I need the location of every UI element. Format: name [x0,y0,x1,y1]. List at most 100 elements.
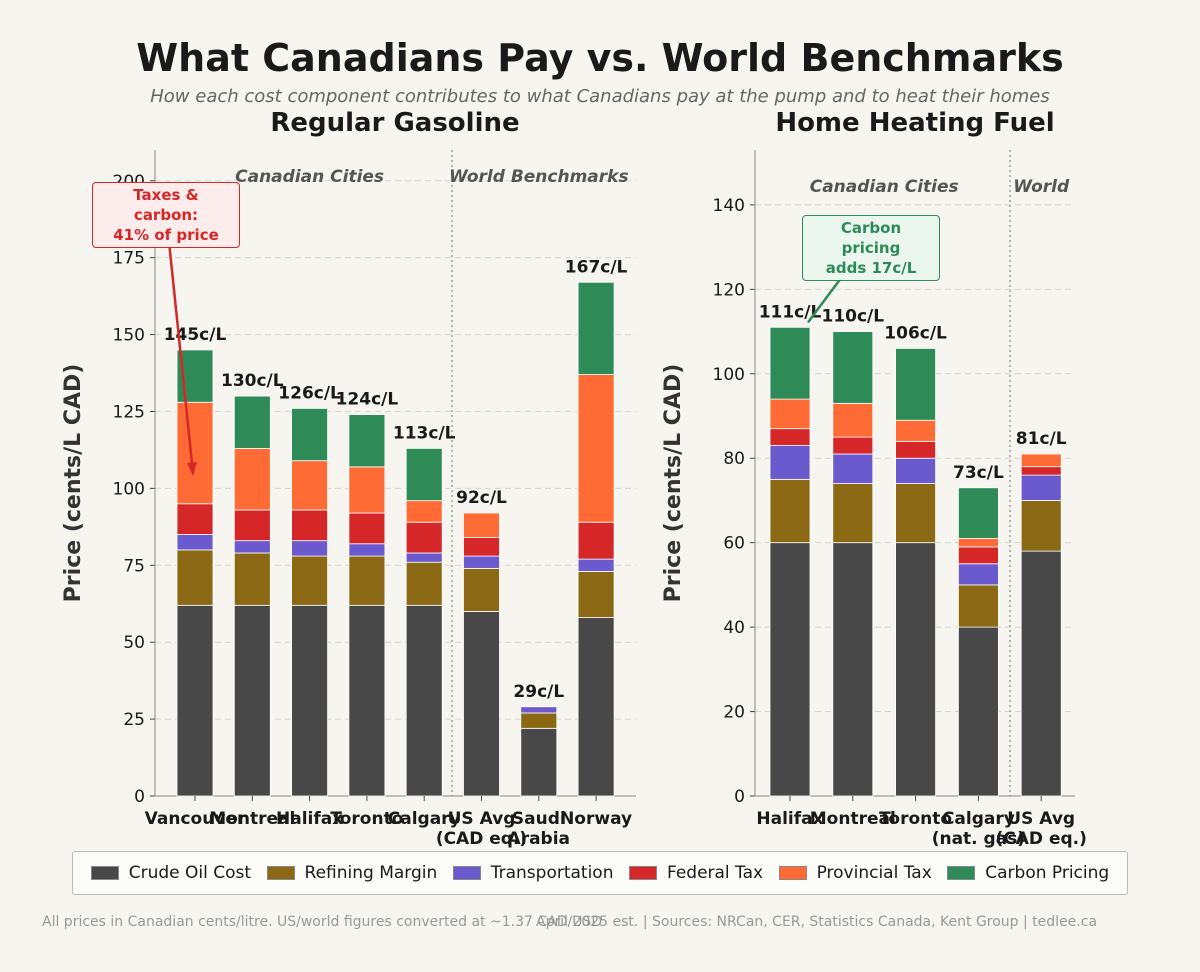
bar-segment [405,500,443,523]
legend-item: Refining Margin [266,863,438,883]
bar-segment [577,374,615,523]
bar-segment [1020,466,1062,476]
group-label: Canadian Cities [235,167,384,187]
legend-label: Provincial Tax [816,863,932,883]
x-tick-label: (CAD eq.) [436,829,527,849]
bar-segment [291,555,329,606]
bar-segment [958,563,999,586]
legend-label: Transportation [490,863,614,883]
y-tick-label: 175 [113,249,145,269]
x-tick-label: (CAD eq.) [996,829,1087,849]
bar-segment [1020,453,1062,468]
footer-note: All prices in Canadian cents/litre. US/w… [42,914,603,930]
bar-segment [895,483,936,544]
bar-segment [463,567,500,612]
legend-item: Carbon Pricing [947,863,1109,883]
bar-segment [463,555,500,569]
bar-segment [348,604,386,797]
legend-label: Carbon Pricing [985,863,1110,883]
bar-segment [348,543,386,557]
bar-segment [176,604,214,797]
legend-swatch [266,866,295,880]
x-tick-label: Montreal [209,809,295,829]
bar-segment [176,401,214,505]
bar-segment [463,537,500,557]
page-title: What Canadians Pay vs. World Benchmarks [136,36,1064,80]
panel-title: Home Heating Fuel [775,108,1054,138]
bar-segment [769,445,811,480]
y-tick-label: 60 [723,534,745,554]
y-tick-label: 100 [113,479,145,499]
y-tick-label: 150 [113,326,145,346]
bar-segment [176,549,214,606]
y-tick-label: 50 [123,633,145,653]
x-tick-label: Saudi [512,809,566,829]
y-tick-label: 0 [734,787,745,807]
bar-segment [176,534,214,551]
bar-segment [1020,550,1062,797]
bar-segment [463,512,500,539]
x-tick-label: Halifax [756,809,823,829]
bar-segment [577,281,615,375]
bar-segment [291,540,329,557]
x-tick-label: Calgary [388,809,461,829]
bar-segment [769,428,811,446]
x-tick-label: (nat. gas) [932,829,1025,849]
bar-segment [769,398,811,430]
y-tick-label: 25 [123,710,145,730]
total-label: 29c/L [513,682,564,702]
legend-item: Provincial Tax [778,863,932,883]
bar-segment [832,542,874,797]
annotation-arrowhead [187,462,197,476]
legend-item: Crude Oil Cost [90,863,251,883]
bar-segment [405,521,443,554]
x-tick-label: Montreal [810,809,896,829]
annotation-line: 41% of price [113,226,219,244]
bar-segment [233,395,271,449]
legend-label: Refining Margin [304,863,438,883]
x-tick-label: US Avg [1007,809,1075,829]
bar-segment [832,436,874,455]
bar-segment [769,478,811,544]
bar-segment [405,552,443,563]
y-tick-label: 140 [713,196,745,216]
total-label: 167c/L [565,257,628,277]
bar-segment [895,542,936,797]
bar-segment [463,611,500,797]
legend-item: Transportation [452,863,614,883]
bar-segment [895,457,936,484]
bar-segment [577,617,615,797]
bar-segment [291,509,329,542]
bar-segment [348,555,386,606]
total-label: 73c/L [953,463,1004,483]
group-label: Canadian Cities [810,177,959,197]
y-tick-label: 40 [723,618,745,638]
bar-segment [1020,474,1062,501]
x-tick-label: Toronto [330,809,403,829]
bar-segment [348,512,386,545]
bar-segment [233,552,271,606]
bar-segment [291,460,329,511]
y-tick-label: 125 [113,402,145,422]
y-tick-label: 75 [123,556,145,576]
bar-segment [958,546,999,565]
bar-segment [832,453,874,484]
legend-swatch [778,866,807,880]
y-axis-label: Price (cents/L CAD) [661,364,686,603]
heating-annotation: Carbon pricing adds 17c/L [802,215,940,281]
total-label: 113c/L [393,423,456,443]
bar-segment [577,558,615,572]
legend-swatch [452,866,481,880]
annotation-arrow [166,231,195,474]
bar-segment [895,419,936,442]
x-tick-label: Calgary [942,809,1015,829]
total-label: 124c/L [336,390,399,410]
y-tick-label: 120 [713,280,745,300]
bar-segment [405,604,443,797]
bar-segment [405,447,443,502]
bar-segment [832,402,874,438]
bar-segment [577,571,615,618]
total-label: 145c/L [164,325,227,345]
x-tick-label: Halifax [276,809,343,829]
bar-segment [520,706,558,714]
